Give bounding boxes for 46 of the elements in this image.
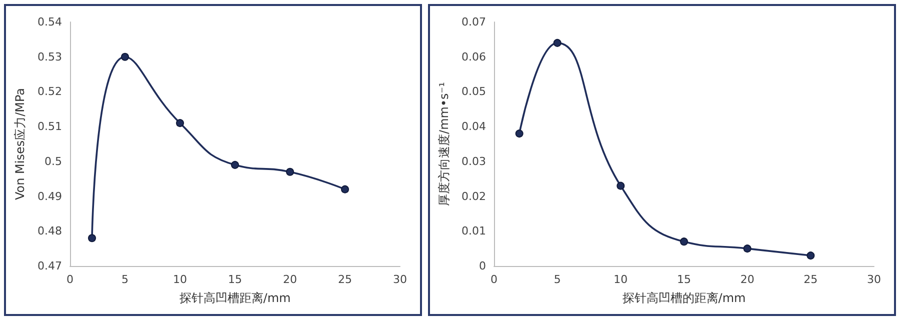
y-tick-label: 0.02 xyxy=(462,190,486,203)
y-tick-label: 0.53 xyxy=(38,50,62,64)
y-tick-label: 0 xyxy=(479,260,486,272)
x-tick-label: 25 xyxy=(338,273,352,286)
x-tick-label: 25 xyxy=(804,273,818,286)
y-tick-label: 0.51 xyxy=(38,120,62,134)
y-tick-label: 0.04 xyxy=(462,120,486,134)
y-tick-label: 0.54 xyxy=(38,16,62,28)
point xyxy=(680,238,688,246)
point xyxy=(231,160,239,169)
x-tick-label: 5 xyxy=(554,273,561,286)
x-tick-label: 10 xyxy=(173,273,187,286)
x-tick-label: 0 xyxy=(490,273,498,286)
x-tick-label: 15 xyxy=(228,273,242,286)
point xyxy=(341,185,349,194)
y-axis-title: Von Mises应力/MPa xyxy=(13,88,27,200)
y-tick-label: 0.48 xyxy=(38,224,62,238)
x-tick-label: 0 xyxy=(66,273,74,286)
point xyxy=(515,130,524,138)
x-tick-label: 10 xyxy=(614,273,628,286)
x-tick-label: 5 xyxy=(122,273,128,286)
y-tick-label: 0.07 xyxy=(462,16,486,28)
point xyxy=(743,244,752,253)
y-tick-label: 0.49 xyxy=(38,190,62,203)
y-tick-label: 0.01 xyxy=(462,224,486,238)
point xyxy=(553,38,562,47)
y-tick-label: 0.5 xyxy=(44,154,62,168)
y-axis-title: 厚度方向速度/mm•s⁻¹ xyxy=(437,82,451,206)
y-tick-label: 0.03 xyxy=(462,154,486,168)
y-tick-label: 0.05 xyxy=(462,85,486,98)
point xyxy=(121,52,129,61)
point xyxy=(176,119,184,128)
x-tick-label: 30 xyxy=(393,273,407,286)
y-tick-label: 0.52 xyxy=(38,85,62,98)
y-tick-label: 0.47 xyxy=(38,260,62,272)
x-tick-label: 20 xyxy=(740,273,754,286)
x-tick-label: 20 xyxy=(283,273,297,286)
point xyxy=(806,252,815,260)
x-tick-label: 15 xyxy=(677,273,691,286)
point xyxy=(88,234,96,242)
x-axis-title: 探针高凹槽的距离/mm xyxy=(622,291,746,305)
x-tick-label: 30 xyxy=(867,273,881,286)
y-tick-label: 0.06 xyxy=(462,50,486,64)
point xyxy=(286,168,294,176)
point xyxy=(616,182,625,190)
x-axis-title: 探针高凹槽距离/mm xyxy=(179,291,291,305)
